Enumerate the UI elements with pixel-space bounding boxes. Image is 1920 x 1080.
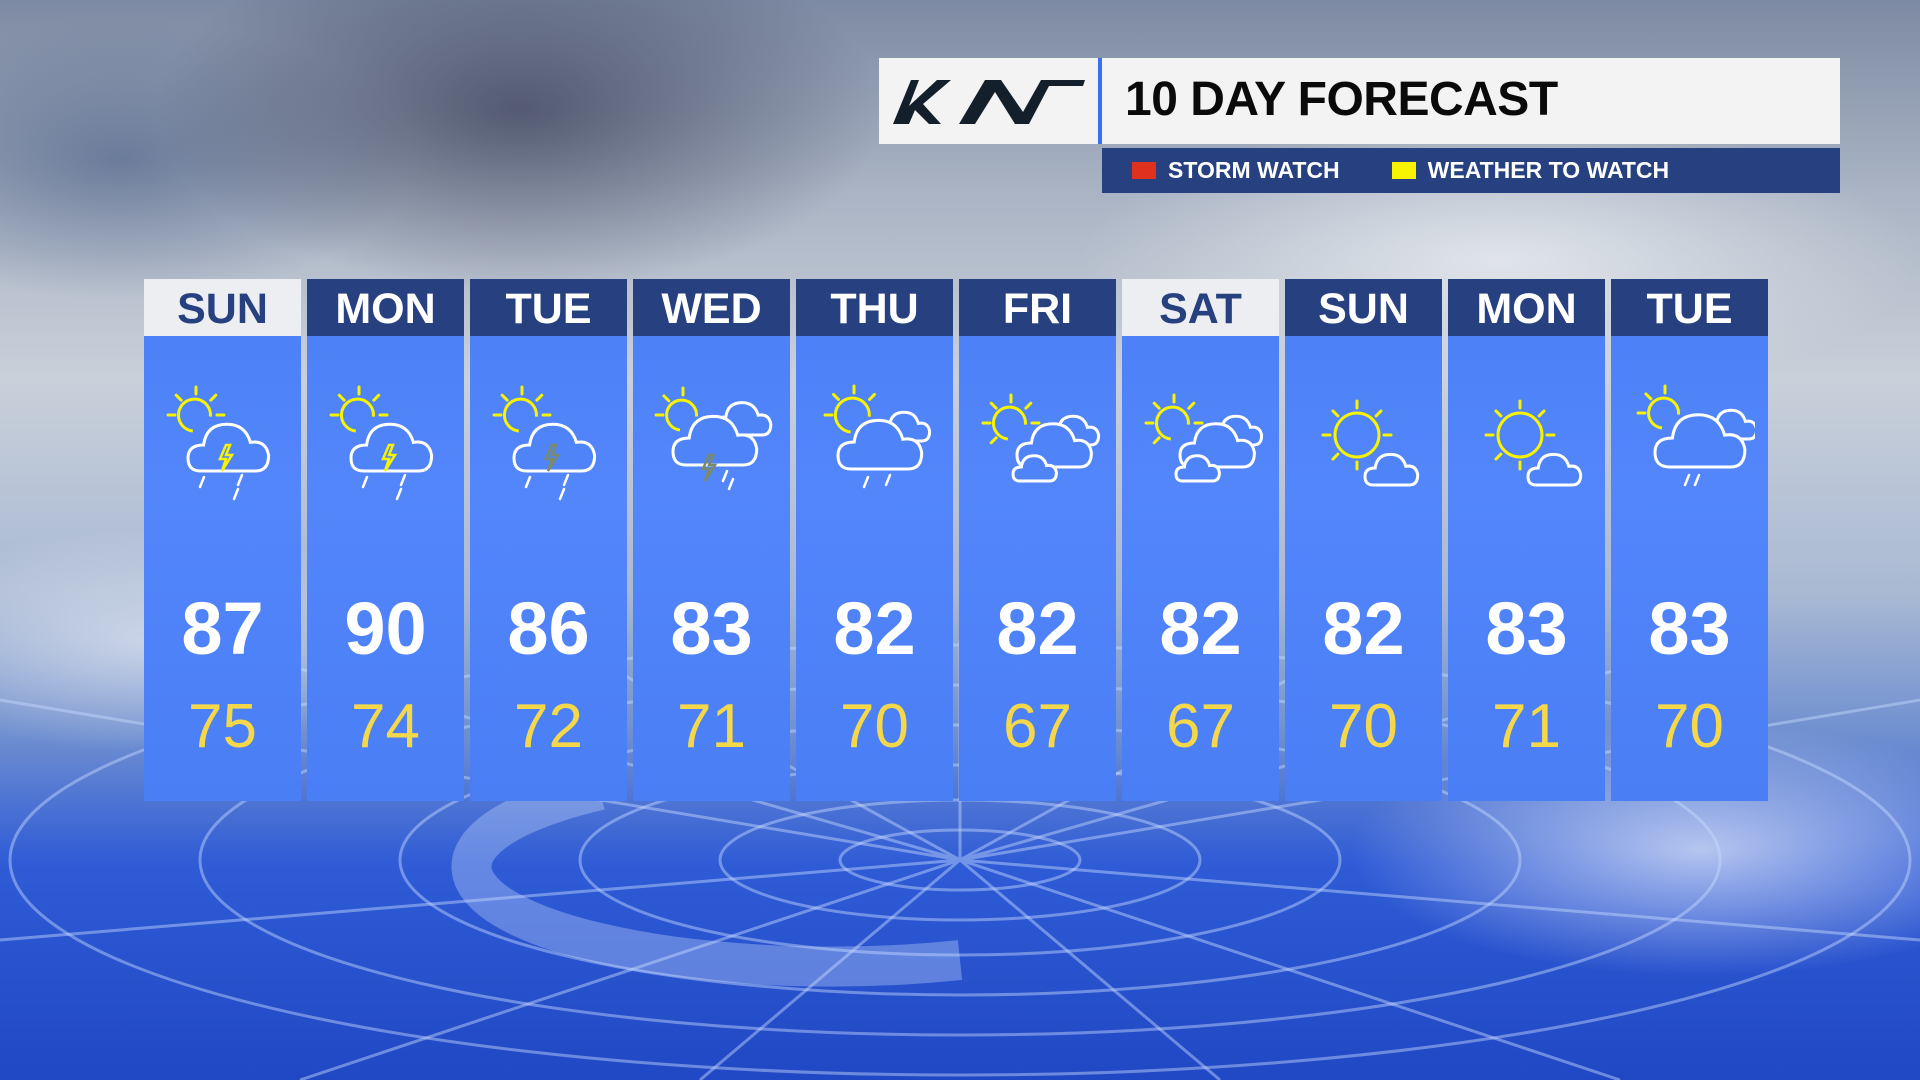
low-temp: 70 [1655,692,1724,761]
day-label: THU [796,279,953,336]
storm-watch-swatch [1132,162,1156,179]
low-temp: 70 [1329,692,1398,761]
day-column: MON 83 71 [1448,279,1605,801]
low-temp: 75 [188,692,257,761]
low-temp: 72 [514,692,583,761]
mostly-sunny-icon [1321,399,1420,487]
sun-cloud-storm-icon [166,385,271,501]
low-temp: 67 [1003,692,1072,761]
low-temp: 70 [840,692,909,761]
legend-weather-to-watch: WEATHER TO WATCH [1391,157,1670,184]
day-column: FRI 82 67 [959,279,1116,801]
day-label: FRI [959,279,1116,336]
legend-label: STORM WATCH [1168,157,1340,183]
sun-cloud-storm-icon [329,385,434,501]
sun-cloud-showers-icon [1636,384,1755,487]
high-temp: 82 [1159,587,1242,670]
sun-cloud-rain-icon [823,384,932,489]
forecast-header: 10 DAY FORECAST [879,58,1840,144]
high-temp: 82 [1322,587,1405,670]
sun-clouds-storm-icon [654,386,773,491]
day-label: TUE [1611,279,1768,336]
high-temp: 83 [1648,587,1731,670]
day-label: SUN [1285,279,1442,336]
day-label: SUN [144,279,301,336]
partly-cloudy-icon [1144,393,1264,483]
mostly-sunny-icon [1484,399,1583,487]
day-column: SAT 82 67 [1122,279,1279,801]
high-temp: 83 [1485,587,1568,670]
high-temp: 86 [507,587,590,670]
day-column: TUE 86 72 [470,279,627,801]
sun-cloud-storm-icon [492,385,597,501]
high-temp: 87 [181,587,264,670]
header-divider [1098,58,1102,144]
day-column: SUN 82 70 [1285,279,1442,801]
low-temp: 74 [351,692,420,761]
day-label: TUE [470,279,627,336]
day-column: MON 90 74 [307,279,464,801]
day-column: WED 83 71 [633,279,790,801]
weather-to-watch-swatch [1391,162,1416,179]
low-temp: 71 [1492,692,1561,761]
legend-storm-watch: STORM WATCH [1132,157,1340,184]
high-temp: 83 [670,587,753,670]
page-title: 10 DAY FORECAST [1125,73,1558,126]
forecast-days: SUN 87 75 MON 90 74 TUE 86 72 WED 83 71 THU … [144,279,1768,801]
low-temp: 67 [1166,692,1235,761]
high-temp: 82 [996,587,1079,670]
day-label: WED [633,279,790,336]
legend-bar: STORM WATCH WEATHER TO WATCH [1102,148,1840,193]
high-temp: 82 [833,587,916,670]
high-temp: 90 [344,587,427,670]
low-temp: 71 [677,692,746,761]
legend-label: WEATHER TO WATCH [1427,157,1670,183]
day-column: TUE 83 70 [1611,279,1768,801]
day-label: MON [1448,279,1605,336]
partly-cloudy-icon [981,393,1101,483]
kia-logo [893,80,1085,124]
day-label: SAT [1122,279,1279,336]
day-column: SUN 87 75 [144,279,301,801]
day-column: THU 82 70 [796,279,953,801]
day-label: MON [307,279,464,336]
